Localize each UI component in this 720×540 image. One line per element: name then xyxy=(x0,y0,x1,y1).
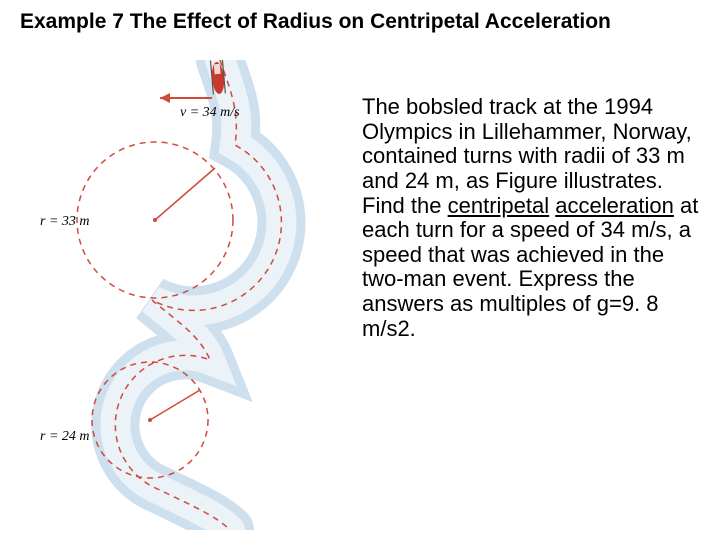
center-dot-r2 xyxy=(148,418,152,422)
velocity-label: v = 34 m/s xyxy=(180,105,240,120)
body-underline-2: acceleration xyxy=(555,193,674,218)
radius-line-r1 xyxy=(155,168,215,220)
problem-text: The bobsled track at the 1994 Olympics i… xyxy=(362,95,702,341)
center-dot-r1 xyxy=(153,218,157,222)
bobsled-diagram: v = 34 m/s r = 33 m r = 24 m xyxy=(40,60,350,530)
r2-label: r = 24 m xyxy=(40,429,90,444)
example-title: Example 7 The Effect of Radius on Centri… xyxy=(20,10,700,34)
r1-label: r = 33 m xyxy=(40,214,90,229)
body-underline-1: centripetal xyxy=(448,193,550,218)
bobsled-svg: v = 34 m/s r = 33 m r = 24 m xyxy=(40,60,350,530)
radius-line-r2 xyxy=(150,390,200,420)
velocity-arrow-head xyxy=(160,93,170,103)
